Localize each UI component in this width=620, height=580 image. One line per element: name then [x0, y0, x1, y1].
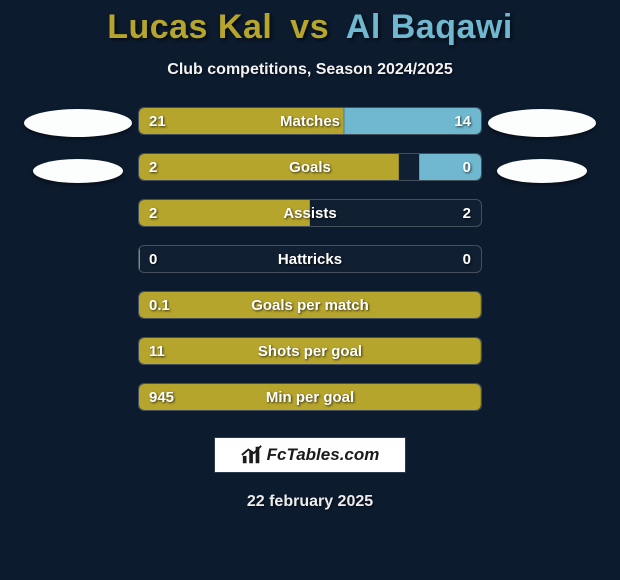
player1-avatar-placeholder [24, 109, 132, 137]
logo-box: FcTables.com [214, 437, 406, 473]
stat-row: 11Shots per goal [138, 337, 482, 365]
logo-text: FcTables.com [267, 445, 380, 465]
stat-row: 945Min per goal [138, 383, 482, 411]
stat-bars: 2114Matches 20Goals 22Assists 00Hattricks 0.… [138, 107, 482, 411]
subtitle: Club competitions, Season 2024/2025 [167, 61, 452, 79]
stat-label: Shots per goal [139, 338, 481, 365]
player2-club-placeholder [497, 159, 587, 183]
left-avatar-col [18, 107, 138, 205]
player1-name: Lucas Kal [107, 8, 272, 46]
comparison-infographic: Lucas Kal vs Al Baqawi Club competitions… [0, 0, 620, 580]
stat-row: 22Assists [138, 199, 482, 227]
date: 22 february 2025 [247, 493, 373, 511]
stat-row: 00Hattricks [138, 245, 482, 273]
stats-area: 2114Matches 20Goals 22Assists 00Hattricks 0.… [0, 107, 620, 411]
stat-label: Assists [139, 200, 481, 227]
stat-label: Min per goal [139, 384, 481, 411]
stat-row: 20Goals [138, 153, 482, 181]
player2-name: Al Baqawi [346, 8, 513, 46]
stat-label: Goals per match [139, 292, 481, 319]
stat-label: Hattricks [139, 246, 481, 273]
stat-label: Matches [139, 108, 481, 135]
stat-row: 2114Matches [138, 107, 482, 135]
player2-avatar-placeholder [488, 109, 596, 137]
stat-label: Goals [139, 154, 481, 181]
title: Lucas Kal vs Al Baqawi [107, 8, 513, 47]
player1-club-placeholder [33, 159, 123, 183]
right-avatar-col [482, 107, 602, 205]
bar-chart-icon [241, 444, 263, 466]
stat-row: 0.1Goals per match [138, 291, 482, 319]
vs-label: vs [290, 8, 329, 46]
